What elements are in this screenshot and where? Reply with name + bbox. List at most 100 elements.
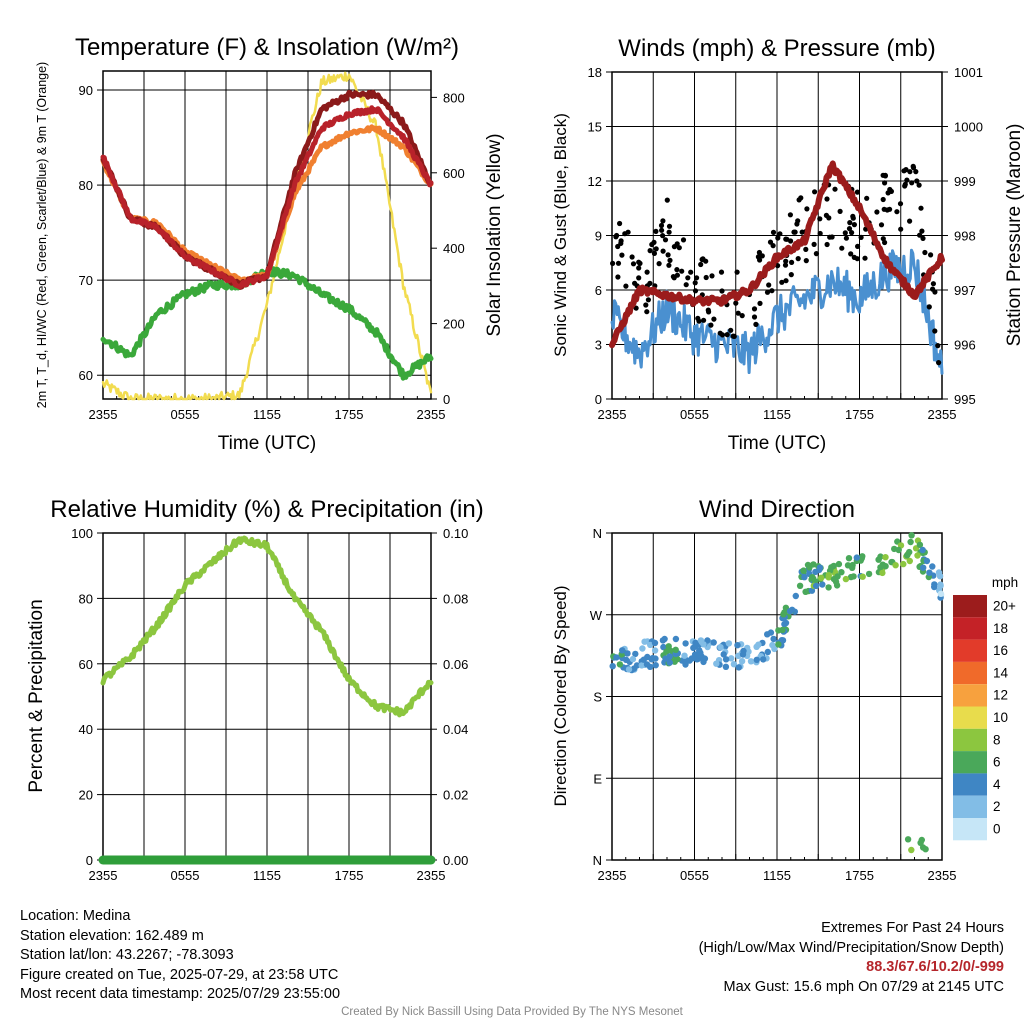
gust-point — [739, 313, 745, 319]
x-tick-label: 2355 — [598, 407, 627, 422]
location-text: Location: Medina — [20, 908, 131, 924]
direction-point — [701, 655, 709, 662]
gust-point — [659, 227, 665, 233]
colorbar-label: 0 — [993, 822, 1001, 837]
colorbar-swatch — [953, 728, 987, 752]
direction-point — [624, 650, 631, 657]
gust-point — [817, 216, 823, 222]
direction-point — [633, 662, 641, 669]
gust-point — [757, 300, 763, 306]
y2-tick-label: 998 — [954, 229, 976, 244]
y-axis-label: Sonic Wind & Gust (Blue, Black) — [551, 113, 570, 357]
direction-point — [796, 582, 804, 589]
gust-point — [757, 257, 763, 263]
gust-point — [636, 265, 642, 271]
gust-point — [718, 269, 725, 275]
panel-title: Relative Humidity (%) & Precipitation (i… — [50, 496, 483, 523]
colorbar-swatch — [953, 617, 987, 640]
gust-point — [662, 237, 669, 243]
direction-point — [728, 655, 735, 662]
x-tick-label: 0555 — [680, 407, 709, 422]
gust-point — [671, 275, 677, 281]
direction-point — [643, 661, 651, 668]
direction-point — [775, 641, 782, 648]
direction-point — [662, 655, 669, 662]
gust-point — [813, 251, 820, 257]
direction-point — [613, 654, 620, 661]
direction-point — [730, 661, 738, 668]
gust-point — [696, 318, 702, 324]
gust-point — [651, 250, 658, 256]
gust-point — [914, 178, 920, 184]
gust-point — [664, 197, 670, 203]
x-tick-label: 2355 — [89, 868, 118, 883]
y2-tick-label: 0.02 — [443, 788, 468, 803]
colorbar-swatch — [953, 795, 987, 818]
extremes-title: Extremes For Past 24 Hours — [821, 920, 1004, 936]
gust-point — [615, 260, 622, 266]
direction-point — [747, 658, 755, 665]
y2-tick-label: 1000 — [954, 120, 983, 135]
gust-point — [920, 235, 926, 241]
y-tick-label: 15 — [588, 120, 602, 135]
direction-point — [812, 582, 820, 590]
gust-point — [636, 275, 642, 281]
gust-point — [629, 254, 635, 260]
direction-point — [859, 573, 866, 580]
direction-point — [681, 652, 688, 659]
gust-point — [703, 274, 709, 281]
winds-panel: Winds (mph) & Pressure (mb) 2355 0555 1155 1… — [551, 35, 1024, 454]
direction-point — [828, 564, 835, 571]
direction-point — [907, 538, 914, 546]
x-tick-label: 1755 — [335, 868, 364, 883]
direction-point — [801, 574, 808, 581]
direction-point — [690, 644, 697, 652]
colorbar-label: 14 — [993, 665, 1009, 680]
direction-point — [682, 640, 689, 647]
gust-point — [846, 226, 853, 232]
gust-point — [928, 252, 934, 258]
y2-tick-label: 0.00 — [443, 853, 468, 868]
y-tick-label: W — [590, 608, 603, 623]
y-tick-label: 6 — [595, 283, 602, 298]
gust-point — [623, 283, 629, 289]
x-tick-label: 2355 — [417, 407, 446, 422]
plot-frame — [611, 71, 943, 400]
colorbar-swatch — [953, 706, 987, 729]
direction-point — [674, 655, 681, 663]
direction-point — [660, 643, 667, 651]
direction-point — [908, 846, 915, 854]
gust-point — [770, 229, 777, 235]
direction-point — [619, 647, 626, 654]
gust-point — [910, 165, 917, 171]
series-wind-speed — [610, 248, 944, 375]
direction-point — [782, 619, 790, 627]
colorbar-swatch — [953, 751, 987, 774]
recent-data-text: Most recent data timestamp: 2025/07/29 2… — [20, 986, 341, 1002]
y2-tick-label: 200 — [443, 317, 465, 332]
direction-point — [779, 626, 786, 634]
gust-point — [649, 241, 655, 248]
gust-point — [909, 180, 915, 186]
gust-point — [625, 229, 631, 235]
gust-point — [804, 206, 810, 212]
y-tick-label: S — [593, 690, 602, 705]
credit-text: Created By Nick Bassill Using Data Provi… — [341, 1006, 683, 1018]
gust-point — [882, 180, 888, 186]
gust-point — [824, 196, 830, 202]
gust-point — [615, 274, 621, 280]
x-axis-label: Time (UTC) — [218, 433, 317, 454]
gust-point — [680, 237, 687, 243]
direction-point — [771, 645, 778, 653]
gust-point — [685, 275, 691, 281]
direction-point — [629, 655, 637, 663]
y-tick-label: 90 — [79, 83, 93, 98]
y2-tick-label: 996 — [954, 338, 976, 353]
y2-tick-label: 999 — [954, 174, 976, 189]
gust-point — [851, 222, 858, 228]
y-tick-label: 80 — [79, 591, 93, 606]
direction-point — [760, 656, 767, 663]
y2-tick-label: 0 — [443, 392, 450, 407]
direction-point — [692, 639, 699, 646]
gust-point — [882, 173, 889, 179]
